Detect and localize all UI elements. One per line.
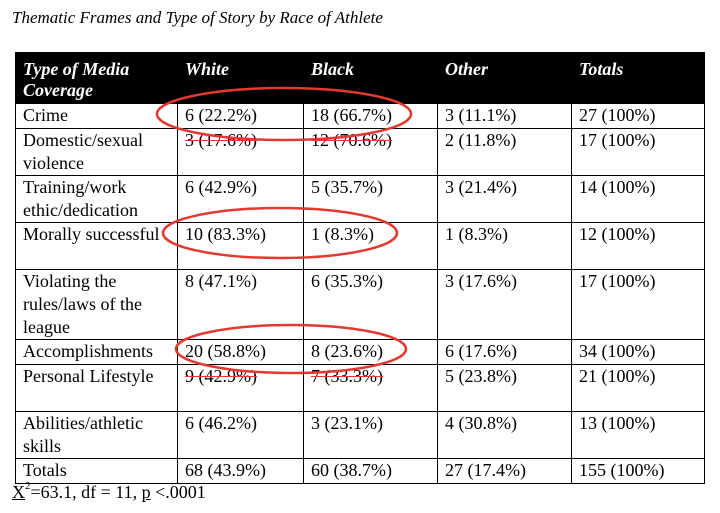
row-label: Accomplishments bbox=[15, 339, 178, 365]
p-symbol: p bbox=[141, 482, 151, 502]
row-label: Domestic/sexual violence bbox=[15, 128, 178, 176]
data-table: Type of Media Coverage White Black Other… bbox=[15, 52, 705, 484]
table-cell: 3 (11.1%) bbox=[437, 103, 572, 129]
row-label: Totals bbox=[15, 458, 178, 484]
table-row: Abilities/athletic skills 6 (46.2%) 3 (2… bbox=[15, 411, 705, 459]
table-cell: 27 (17.4%) bbox=[437, 458, 572, 484]
table-cell: 34 (100%) bbox=[571, 339, 705, 365]
table-cell: 2 (11.8%) bbox=[437, 128, 572, 176]
table-row: Violating the rules/laws of the league 8… bbox=[15, 269, 705, 340]
table-cell: 14 (100%) bbox=[571, 175, 705, 223]
table-row: Personal Lifestyle 9 (42.9%) 7 (33.3%) 5… bbox=[15, 364, 705, 412]
table-cell: 10 (83.3%) bbox=[177, 222, 304, 270]
row-label: Abilities/athletic skills bbox=[15, 411, 178, 459]
chi-square-statistic: X2=63.1, df = 11, p <.0001 bbox=[12, 480, 206, 503]
table-cell: 27 (100%) bbox=[571, 103, 705, 129]
table-row: Training/work ethic/dedication 6 (42.9%)… bbox=[15, 175, 705, 223]
table-cell: 17 (100%) bbox=[571, 269, 705, 340]
table-row: Accomplishments 20 (58.8%) 8 (23.6%) 6 (… bbox=[15, 339, 705, 365]
table-cell: 9 (42.9%) bbox=[177, 364, 304, 412]
table-cell: 1 (8.3%) bbox=[303, 222, 438, 270]
table-caption: Thematic Frames and Type of Story by Rac… bbox=[12, 8, 383, 27]
row-label: Morally successful bbox=[15, 222, 178, 270]
header-cell: Other bbox=[437, 52, 572, 104]
table-cell: 18 (66.7%) bbox=[303, 103, 438, 129]
table-row: Morally successful 10 (83.3%) 1 (8.3%) 1… bbox=[15, 222, 705, 270]
table-cell: 3 (17.6%) bbox=[437, 269, 572, 340]
table-cell: 8 (23.6%) bbox=[303, 339, 438, 365]
table-row: Crime 6 (22.2%) 18 (66.7%) 3 (11.1%) 27 … bbox=[15, 103, 705, 129]
table-cell: 20 (58.8%) bbox=[177, 339, 304, 365]
table-cell: 6 (17.6%) bbox=[437, 339, 572, 365]
table-cell: 155 (100%) bbox=[571, 458, 705, 484]
header-cell: White bbox=[177, 52, 304, 104]
table-cell: 17 (100%) bbox=[571, 128, 705, 176]
header-cell: Totals bbox=[571, 52, 705, 104]
table-cell: 5 (23.8%) bbox=[437, 364, 572, 412]
p-value-text: <.0001 bbox=[150, 482, 206, 502]
header-row: Type of Media Coverage White Black Other… bbox=[15, 52, 705, 104]
table-cell: 4 (30.8%) bbox=[437, 411, 572, 459]
table-cell: 8 (47.1%) bbox=[177, 269, 304, 340]
table-cell: 21 (100%) bbox=[571, 364, 705, 412]
table-cell: 1 (8.3%) bbox=[437, 222, 572, 270]
row-label: Training/work ethic/dedication bbox=[15, 175, 178, 223]
table-cell: 6 (35.3%) bbox=[303, 269, 438, 340]
header-cell: Black bbox=[303, 52, 438, 104]
table-cell: 6 (22.2%) bbox=[177, 103, 304, 129]
table-cell: 5 (35.7%) bbox=[303, 175, 438, 223]
table-cell: 12 (70.6%) bbox=[303, 128, 438, 176]
stat-text: =63.1, df = 11, bbox=[30, 482, 142, 502]
table-cell: 13 (100%) bbox=[571, 411, 705, 459]
totals-row: Totals 68 (43.9%) 60 (38.7%) 27 (17.4%) … bbox=[15, 458, 705, 484]
row-label: Crime bbox=[15, 103, 178, 129]
table-cell: 3 (21.4%) bbox=[437, 175, 572, 223]
table-cell: 12 (100%) bbox=[571, 222, 705, 270]
table-cell: 6 (42.9%) bbox=[177, 175, 304, 223]
table-cell: 60 (38.7%) bbox=[303, 458, 438, 484]
header-cell: Type of Media Coverage bbox=[15, 52, 178, 104]
row-label: Violating the rules/laws of the league bbox=[15, 269, 178, 340]
table-cell: 7 (33.3%) bbox=[303, 364, 438, 412]
table-cell: 68 (43.9%) bbox=[177, 458, 304, 484]
chi-symbol: X bbox=[12, 482, 25, 502]
table-cell: 3 (17.6%) bbox=[177, 128, 304, 176]
chi-exponent: 2 bbox=[25, 480, 31, 492]
table-row: Domestic/sexual violence 3 (17.6%) 12 (7… bbox=[15, 128, 705, 176]
table-cell: 6 (46.2%) bbox=[177, 411, 304, 459]
row-label: Personal Lifestyle bbox=[15, 364, 178, 412]
table-cell: 3 (23.1%) bbox=[303, 411, 438, 459]
